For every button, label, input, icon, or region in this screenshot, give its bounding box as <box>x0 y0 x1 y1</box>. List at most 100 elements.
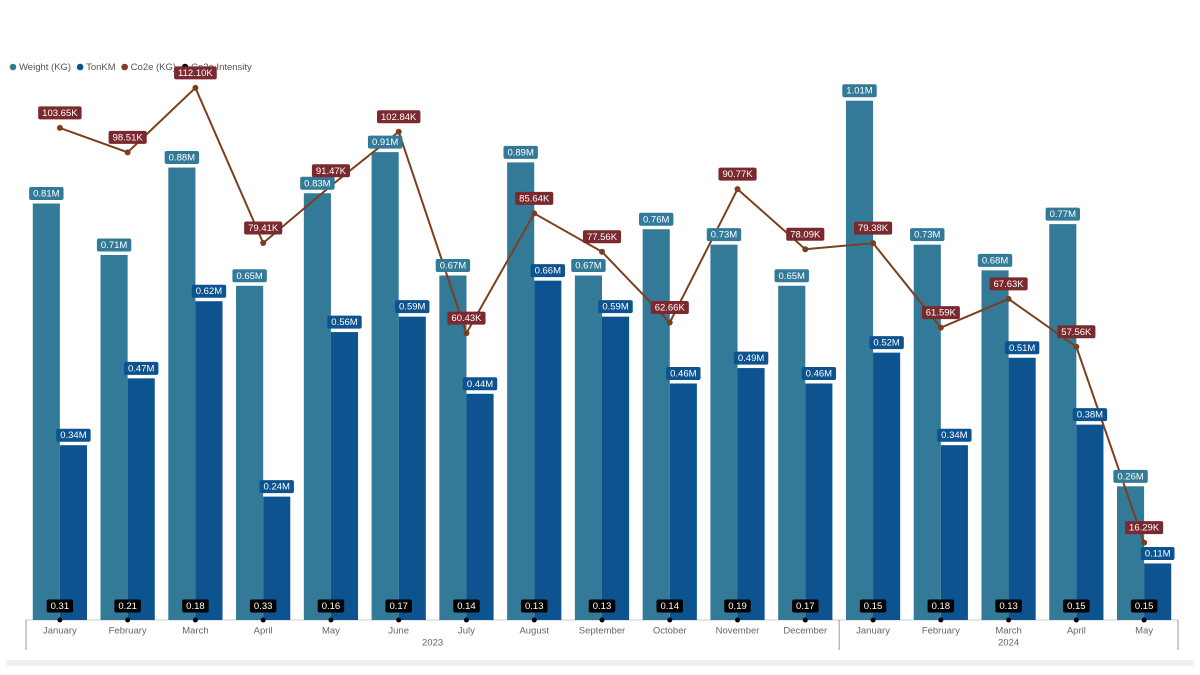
x-tick-label: August <box>519 626 549 637</box>
data-label-box <box>462 377 498 391</box>
data-label: 0.59M <box>395 300 430 314</box>
line-point <box>937 324 944 331</box>
bar <box>59 445 87 620</box>
data-label: 90.77K <box>718 167 757 181</box>
data-label: 0.56M <box>331 317 357 328</box>
x-tick-label: May <box>322 626 340 637</box>
data-label-box <box>921 306 960 320</box>
intensity-point <box>531 617 537 623</box>
data-label: 0.71M <box>101 240 127 251</box>
data-label-box <box>174 66 217 80</box>
data-label: 0.21 <box>114 599 141 613</box>
data-label: 0.51M <box>1009 343 1035 354</box>
data-label: 98.51K <box>113 132 144 143</box>
line-point <box>870 240 877 247</box>
data-label: 0.65M <box>779 271 805 282</box>
data-label: 0.26M <box>1113 469 1148 483</box>
data-label: 0.38M <box>1072 408 1108 422</box>
bar <box>371 152 399 621</box>
x-tick-label: April <box>1067 626 1086 637</box>
data-label: 0.15 <box>864 601 883 612</box>
data-label: 91.47K <box>316 166 347 177</box>
data-label: 0.71M <box>96 238 132 252</box>
data-label: 0.89M <box>503 145 538 159</box>
data-label-box <box>801 366 837 380</box>
data-label-box <box>927 599 955 613</box>
data-label-box <box>38 106 82 120</box>
data-label: 0.16 <box>322 601 341 612</box>
data-label-box <box>367 135 403 149</box>
data-label-box <box>1113 469 1148 483</box>
data-label-box <box>859 599 887 613</box>
x-group-label: 2024 <box>998 638 1019 649</box>
x-tick-label: February <box>922 626 960 637</box>
data-label-box <box>453 599 480 613</box>
data-label: 0.14 <box>453 599 480 613</box>
data-label: 0.15 <box>1135 601 1154 612</box>
data-label: 0.59M <box>602 302 628 313</box>
data-label: 0.77M <box>1045 207 1081 221</box>
data-label: 0.16 <box>317 599 345 613</box>
data-label-box <box>718 167 757 181</box>
data-label: 77.56K <box>582 230 622 244</box>
data-label-box <box>164 151 200 165</box>
bar <box>940 445 968 620</box>
data-label-box <box>520 599 548 613</box>
data-label: 0.34M <box>941 430 967 441</box>
line-point <box>1073 343 1080 350</box>
x-group-label: 2023 <box>422 638 443 649</box>
line-point <box>56 124 63 131</box>
bar <box>534 280 562 620</box>
data-label: 0.68M <box>977 253 1013 267</box>
data-label-box <box>249 599 277 613</box>
data-label-box <box>1004 341 1040 355</box>
data-label: 0.44M <box>462 377 498 391</box>
data-label-box <box>1125 521 1164 535</box>
data-label: 0.19 <box>724 599 751 613</box>
legend-label: Weight (KG) <box>19 62 71 73</box>
bar <box>805 383 833 620</box>
data-label: 0.91M <box>367 135 403 149</box>
data-label: 0.67M <box>440 261 466 272</box>
data-label: 0.88M <box>169 153 195 164</box>
data-label: 67.63K <box>989 277 1028 291</box>
data-label-box <box>733 351 769 365</box>
data-label-box <box>598 300 633 314</box>
legend-label: Co2e (KG) <box>131 62 176 73</box>
bar <box>737 368 765 620</box>
data-label: 0.67M <box>571 259 606 273</box>
intensity-point <box>260 617 266 623</box>
data-label-box <box>123 361 159 375</box>
data-label: 98.51K <box>108 130 147 144</box>
data-label: 0.91M <box>372 137 398 148</box>
x-tick-label: January <box>856 626 890 637</box>
data-label: 79.41K <box>248 223 279 234</box>
data-label: 0.88M <box>164 151 200 165</box>
data-label: 0.83M <box>300 176 335 190</box>
data-label: 0.44M <box>467 379 493 390</box>
line-point <box>1005 295 1012 302</box>
data-label: 0.13 <box>520 599 548 613</box>
data-label-box <box>317 599 345 613</box>
bar <box>602 316 630 620</box>
bar <box>330 332 359 620</box>
intensity-point <box>463 617 469 623</box>
data-label: 0.47M <box>123 361 159 375</box>
intensity-point <box>1073 617 1079 623</box>
bar <box>507 162 535 621</box>
data-label: 0.34M <box>60 430 86 441</box>
bar <box>236 285 264 620</box>
bar <box>439 275 467 620</box>
data-label-box <box>1072 408 1108 422</box>
data-label: 0.31 <box>51 601 70 612</box>
data-label: 16.29K <box>1125 521 1164 535</box>
data-label: 0.73M <box>914 230 940 241</box>
data-label: 0.66M <box>535 266 561 277</box>
data-label-box <box>724 599 751 613</box>
line-point <box>734 186 741 193</box>
data-label: 0.52M <box>873 338 899 349</box>
data-label: 0.17 <box>385 599 412 613</box>
data-label: 0.34M <box>56 428 91 442</box>
data-label: 0.18 <box>932 601 951 612</box>
data-label: 0.46M <box>806 369 832 380</box>
